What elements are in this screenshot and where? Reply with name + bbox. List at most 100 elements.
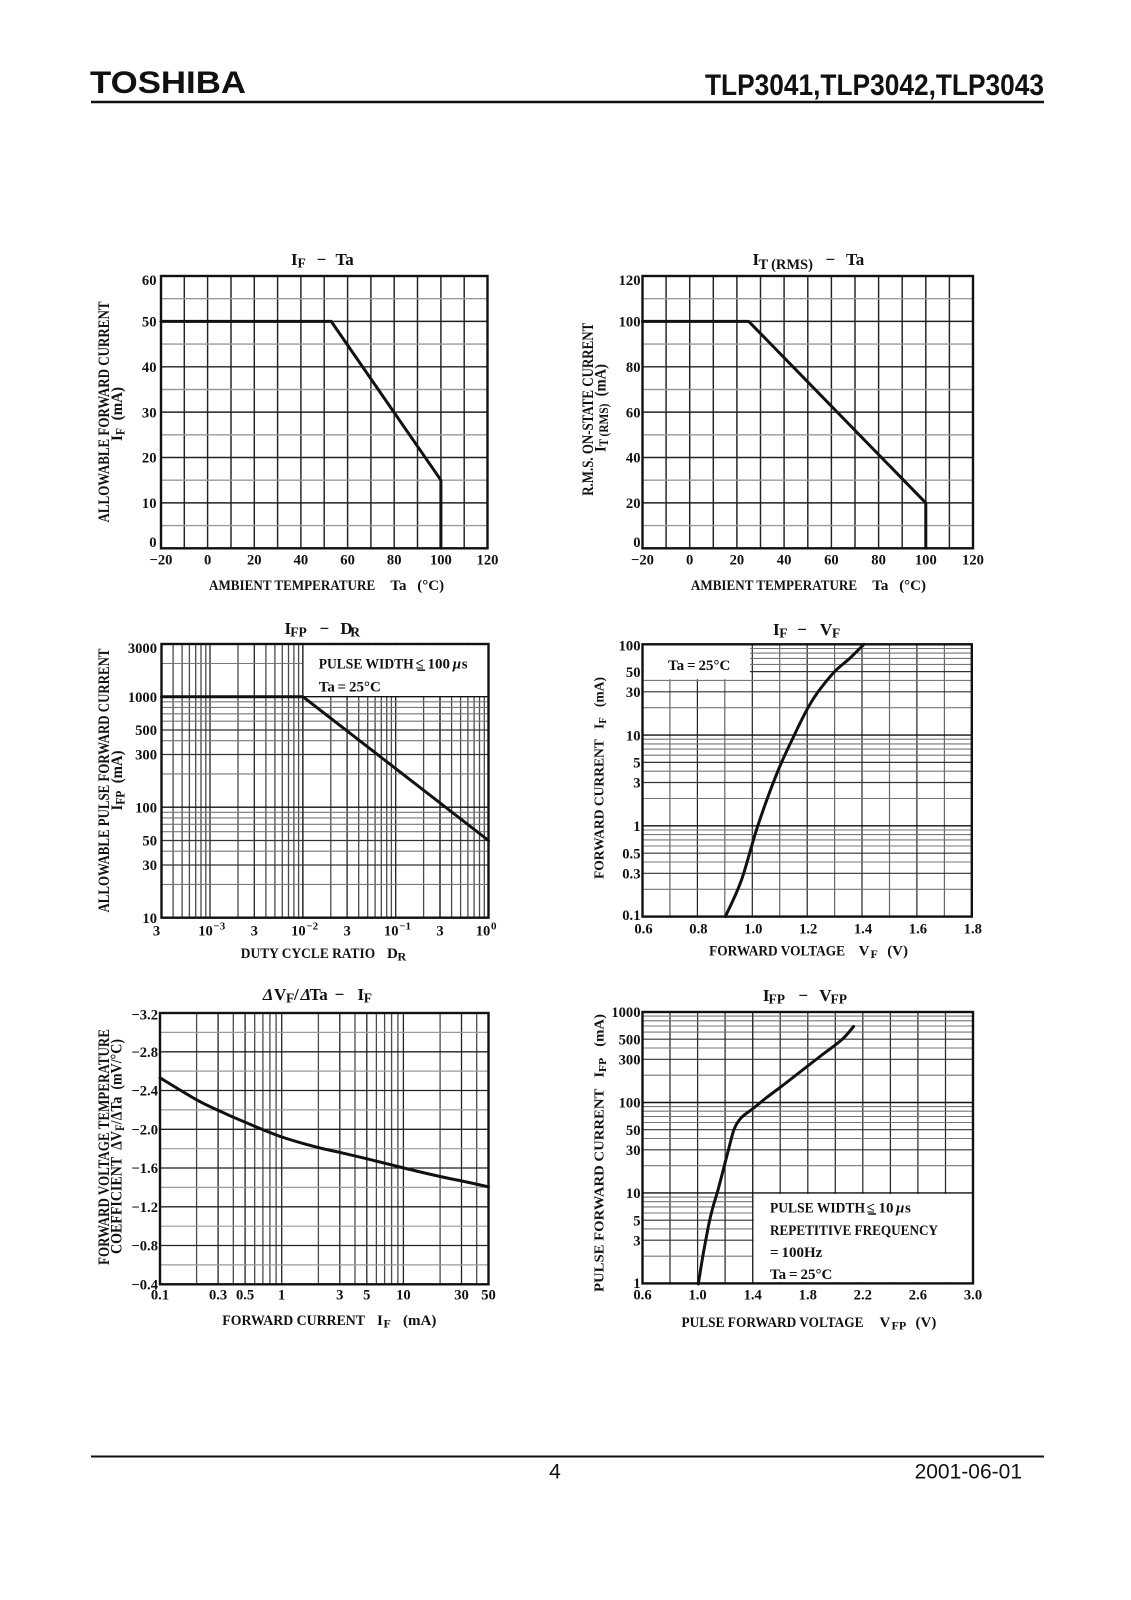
svg-text:−1: −1	[399, 921, 411, 933]
svg-text:0.3: 0.3	[209, 1288, 227, 1304]
svg-text:10: 10	[198, 924, 213, 940]
svg-text:1: 1	[633, 819, 640, 835]
svg-text:2.6: 2.6	[909, 1287, 927, 1303]
svg-text:10: 10	[626, 1186, 641, 1202]
svg-text:I: I	[753, 250, 760, 269]
svg-text:s: s	[462, 657, 468, 673]
svg-text:V: V	[859, 944, 870, 960]
svg-text:20: 20	[142, 451, 157, 467]
svg-text:3: 3	[436, 924, 443, 940]
svg-text:I: I	[773, 620, 780, 639]
svg-text:=: =	[770, 1245, 779, 1261]
svg-text:3: 3	[153, 924, 160, 940]
svg-text:0.6: 0.6	[634, 922, 652, 938]
svg-text:Ta: Ta	[846, 250, 865, 269]
svg-text:60: 60	[142, 273, 157, 289]
svg-text:3: 3	[343, 924, 350, 940]
svg-text:PULSE FORWARD CURRENT IFP (m: PULSE FORWARD CURRENT IFP (mA)	[593, 1014, 610, 1292]
svg-text:(V): (V)	[916, 1315, 937, 1331]
svg-text:−: −	[797, 620, 807, 639]
svg-text:0: 0	[149, 535, 156, 551]
svg-text:I: I	[377, 1313, 383, 1329]
svg-text:40: 40	[294, 553, 309, 569]
svg-text:−20: −20	[150, 553, 173, 569]
svg-text:−3.2: −3.2	[131, 1008, 158, 1024]
svg-text:0: 0	[686, 553, 693, 569]
svg-text:IT (RMS) (mA): IT (RMS) (mA)	[593, 364, 612, 452]
svg-text:0: 0	[633, 535, 640, 551]
svg-text:2001-06-01: 2001-06-01	[915, 1461, 1022, 1484]
svg-text:30: 30	[142, 858, 157, 874]
svg-text:100: 100	[619, 638, 641, 654]
svg-text:Ta: Ta	[770, 1267, 787, 1283]
svg-text:0: 0	[204, 553, 211, 569]
svg-text:10: 10	[142, 496, 157, 512]
svg-text:100: 100	[915, 553, 937, 569]
svg-text:FP: FP	[290, 625, 307, 640]
svg-text:F: F	[384, 1317, 391, 1331]
svg-text:−2.4: −2.4	[131, 1084, 158, 1100]
svg-text:Ta: Ta	[319, 680, 336, 696]
svg-text:10: 10	[879, 1200, 894, 1216]
svg-text:PULSE WIDTH: PULSE WIDTH	[319, 657, 414, 673]
svg-text:50: 50	[142, 315, 157, 331]
svg-text:R: R	[350, 625, 360, 640]
svg-text:F: F	[364, 991, 372, 1006]
svg-text:−: −	[317, 250, 327, 269]
svg-text:100: 100	[430, 553, 452, 569]
svg-text:10: 10	[626, 728, 641, 744]
svg-text:FP: FP	[892, 1319, 907, 1333]
svg-text:FORWARD CURRENT IF (mA): FORWARD CURRENT IF (mA)	[593, 677, 610, 879]
svg-text:PULSE FORWARD VOLTAGE: PULSE FORWARD VOLTAGE	[682, 1315, 864, 1331]
svg-text:TLP3041,TLP3042,TLP3043: TLP3041,TLP3042,TLP3043	[705, 69, 1044, 102]
svg-text:D: D	[340, 619, 352, 638]
svg-text:0.5: 0.5	[622, 846, 640, 862]
svg-text:5: 5	[633, 1213, 640, 1229]
svg-text:80: 80	[387, 553, 402, 569]
svg-text:−: −	[798, 986, 808, 1005]
svg-text:10: 10	[396, 1288, 411, 1304]
svg-text:3: 3	[251, 924, 258, 940]
svg-text:−: −	[826, 250, 836, 269]
svg-text:Ta: Ta	[336, 250, 355, 269]
svg-text:(°C): (°C)	[417, 578, 444, 594]
svg-text:Ta: Ta	[668, 658, 685, 674]
svg-text:500: 500	[135, 723, 157, 739]
svg-text:120: 120	[962, 553, 984, 569]
svg-text:Ta: Ta	[310, 985, 329, 1004]
svg-text:AMBIENT TEMPERATURE: AMBIENT TEMPERATURE	[209, 578, 375, 594]
svg-text:Ta: Ta	[872, 578, 889, 594]
svg-text:−20: −20	[631, 553, 654, 569]
svg-text:FP: FP	[831, 992, 848, 1007]
svg-text:1: 1	[633, 1276, 640, 1292]
svg-text:10: 10	[476, 924, 491, 940]
svg-text:−: −	[335, 985, 345, 1004]
svg-text:3: 3	[336, 1288, 343, 1304]
svg-text:T (RMS): T (RMS)	[759, 257, 814, 273]
svg-text:5: 5	[363, 1288, 370, 1304]
svg-text:IFP (mA): IFP (mA)	[109, 751, 128, 811]
svg-text:Δ: Δ	[262, 985, 274, 1004]
svg-text:30: 30	[142, 405, 157, 421]
svg-text:80: 80	[626, 360, 641, 376]
svg-text:1.0: 1.0	[688, 1287, 706, 1303]
svg-text:I: I	[285, 619, 292, 638]
svg-text:FORWARD VOLTAGE TEMPERATURE: FORWARD VOLTAGE TEMPERATURE	[96, 1029, 113, 1265]
svg-text:3: 3	[633, 776, 640, 792]
svg-text:10: 10	[291, 924, 306, 940]
svg-text:40: 40	[626, 451, 641, 467]
svg-text:0: 0	[491, 921, 497, 933]
svg-text:−2: −2	[306, 921, 318, 933]
svg-text:FP: FP	[769, 992, 786, 1007]
svg-text:120: 120	[619, 273, 641, 289]
svg-text:30: 30	[626, 1143, 641, 1159]
svg-text:3000: 3000	[128, 641, 157, 657]
svg-text:2.2: 2.2	[854, 1287, 872, 1303]
svg-text:25°C: 25°C	[349, 680, 381, 696]
svg-text:100: 100	[619, 315, 641, 331]
svg-text:F: F	[298, 256, 306, 271]
svg-text:1.8: 1.8	[799, 1287, 817, 1303]
svg-text:1.0: 1.0	[744, 922, 762, 938]
svg-text:50: 50	[626, 1123, 641, 1139]
svg-text:−: −	[320, 619, 330, 638]
